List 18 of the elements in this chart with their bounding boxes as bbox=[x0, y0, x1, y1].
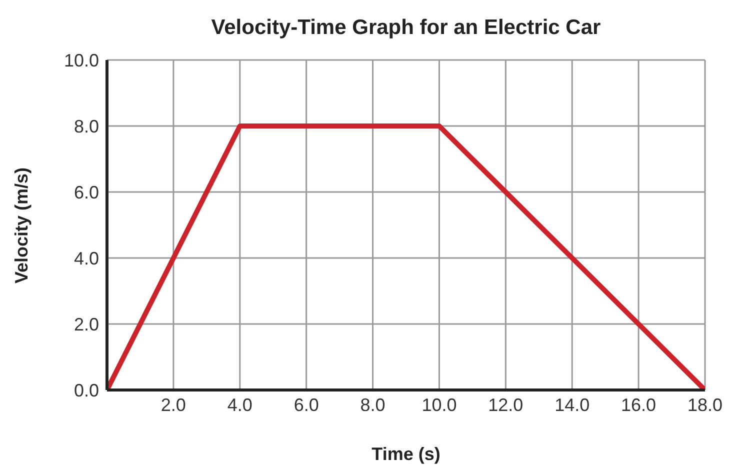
x-tick-label: 6.0 bbox=[294, 394, 319, 415]
y-tick-label: 10.0 bbox=[64, 50, 99, 70]
y-tick-label: 0.0 bbox=[74, 380, 99, 400]
x-tick-label: 4.0 bbox=[227, 394, 252, 415]
x-tick-label: 16.0 bbox=[621, 394, 656, 415]
x-tick-label: 14.0 bbox=[554, 394, 590, 415]
x-axis-title: Time (s) bbox=[370, 444, 442, 465]
y-tick-label: 6.0 bbox=[74, 182, 99, 202]
x-tick-label: 2.0 bbox=[160, 394, 186, 415]
chart-title: Velocity-Time Graph for an Electric Car bbox=[210, 16, 602, 40]
x-tick-label: 12.0 bbox=[488, 394, 524, 415]
y-tick-label: 2.0 bbox=[74, 314, 99, 334]
y-axis-title: Velocity (m/s) bbox=[12, 166, 32, 284]
x-tick-label: 10.0 bbox=[422, 394, 457, 415]
y-tick-label: 8.0 bbox=[74, 116, 99, 136]
x-tick-label: 18.0 bbox=[687, 394, 723, 415]
x-tick-label: 8.0 bbox=[360, 394, 386, 415]
y-tick-label: 4.0 bbox=[74, 248, 99, 268]
